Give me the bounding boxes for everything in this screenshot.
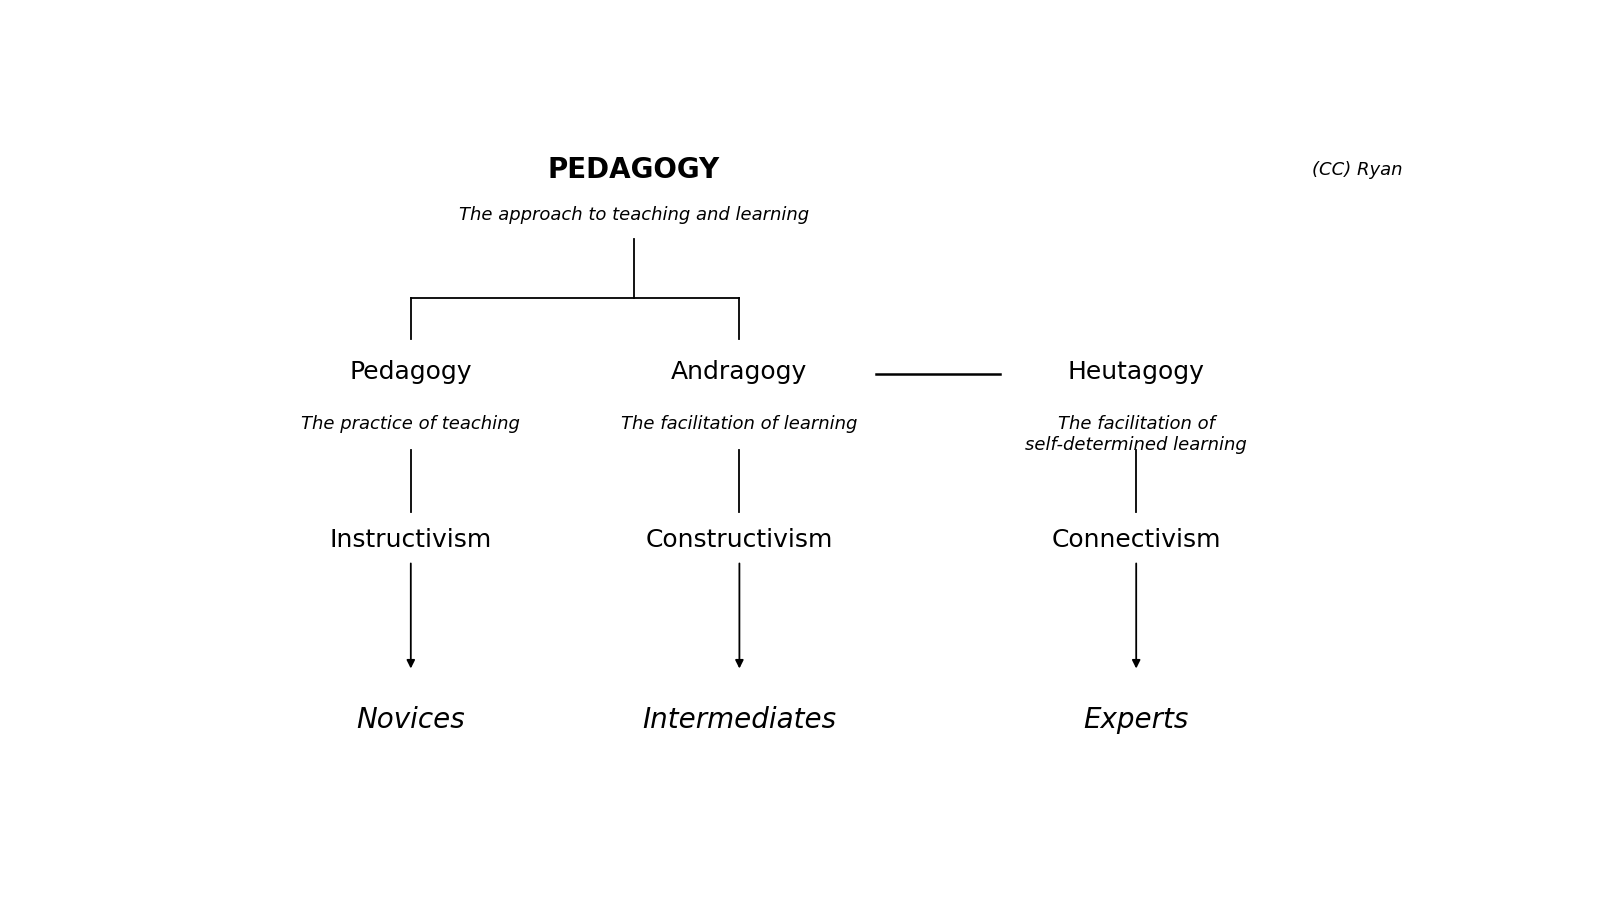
Text: Heutagogy: Heutagogy [1067,360,1205,384]
Text: Constructivism: Constructivism [646,528,834,552]
Text: PEDAGOGY: PEDAGOGY [547,156,720,184]
Text: The facilitation of learning: The facilitation of learning [621,416,858,434]
Text: The facilitation of
self-determined learning: The facilitation of self-determined lear… [1026,416,1246,454]
Text: Intermediates: Intermediates [642,706,837,734]
Text: The approach to teaching and learning: The approach to teaching and learning [459,206,810,224]
Text: Experts: Experts [1083,706,1189,734]
Text: Connectivism: Connectivism [1051,528,1221,552]
Text: Novices: Novices [357,706,466,734]
Text: Pedagogy: Pedagogy [349,360,472,384]
Text: Instructivism: Instructivism [330,528,491,552]
Text: (CC) Ryan: (CC) Ryan [1312,161,1403,179]
Text: Andragogy: Andragogy [672,360,808,384]
Text: The practice of teaching: The practice of teaching [301,416,520,434]
